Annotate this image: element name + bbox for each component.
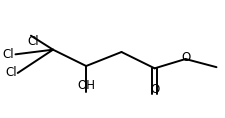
Text: Cl: Cl [5, 67, 16, 80]
Text: Cl: Cl [3, 48, 14, 61]
Text: O: O [180, 51, 189, 64]
Text: O: O [149, 83, 159, 96]
Text: Cl: Cl [27, 34, 39, 48]
Text: OH: OH [77, 79, 95, 92]
